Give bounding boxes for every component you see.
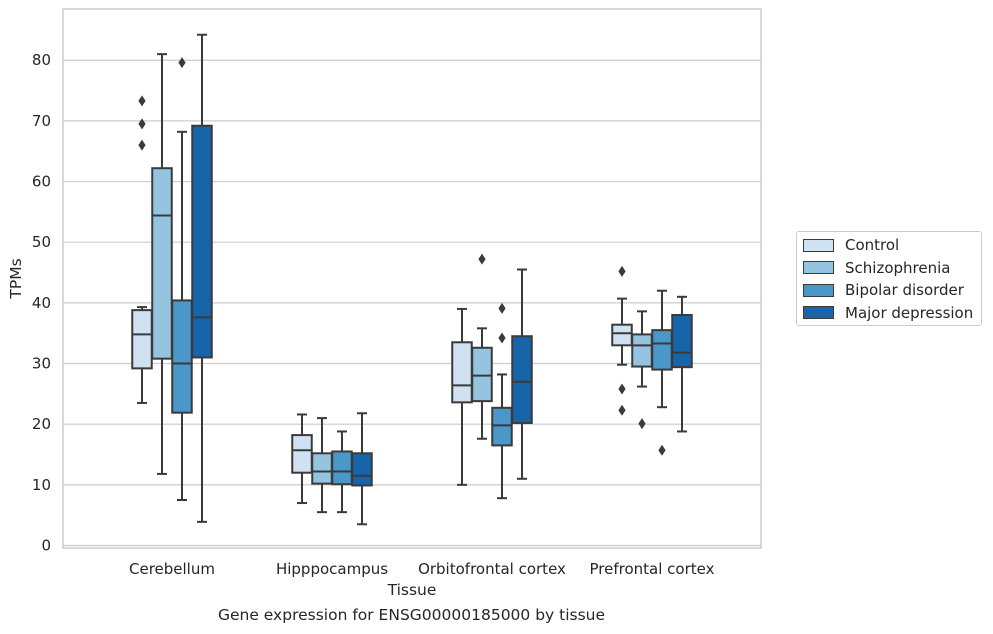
box-major-depression-3 xyxy=(671,295,693,433)
outlier-point xyxy=(618,265,626,277)
y-tick-label: 40 xyxy=(32,294,51,312)
outlier-point xyxy=(618,383,626,395)
legend-swatch xyxy=(803,306,834,319)
legend-label: Bipolar disorder xyxy=(845,281,964,299)
box-schizophrenia-3 xyxy=(631,310,653,430)
y-tick-label: 60 xyxy=(32,173,51,191)
box-bipolar-disorder-1 xyxy=(331,430,353,514)
outlier-point xyxy=(178,57,186,69)
box-bipolar-disorder-2 xyxy=(491,302,513,500)
box xyxy=(171,299,193,414)
box-control-0 xyxy=(131,95,153,404)
x-tick-labels: Cerebellum Hipppocampus Orbitofrontal cort… xyxy=(129,560,715,578)
x-axis-label: Tissue xyxy=(387,581,437,599)
box-major-depression-0 xyxy=(191,33,213,523)
box xyxy=(451,341,473,404)
outlier-point xyxy=(138,139,146,151)
plot-frame xyxy=(62,8,762,549)
box xyxy=(331,450,353,486)
y-tick-label: 20 xyxy=(32,415,51,433)
figure-caption: Gene expression for ENSG00000185000 by t… xyxy=(217,606,606,624)
box xyxy=(291,434,313,474)
y-tick-label: 0 xyxy=(41,537,51,555)
outlier-point xyxy=(498,302,506,314)
y-tick-label: 10 xyxy=(32,476,51,494)
y-tick-label: 80 xyxy=(32,51,51,69)
box-schizophrenia-2 xyxy=(471,253,493,440)
legend-item: Schizophrenia xyxy=(803,258,950,278)
box-control-2 xyxy=(451,307,473,486)
legend-swatch xyxy=(803,238,834,252)
box-control-1 xyxy=(291,413,313,505)
outlier-point xyxy=(138,118,146,130)
box-control-3 xyxy=(611,265,633,416)
outlier-point xyxy=(618,404,626,416)
box-bipolar-disorder-0 xyxy=(171,57,193,502)
box xyxy=(191,124,213,359)
outlier-point xyxy=(478,253,486,265)
box-schizophrenia-0 xyxy=(151,53,173,475)
box xyxy=(131,309,153,370)
legend: Control Schizophrenia Bipolar disorder Majo… xyxy=(796,231,982,326)
box-plots xyxy=(131,33,693,526)
box xyxy=(351,452,373,487)
x-tick-label: Orbitofrontal cortex xyxy=(418,560,566,578)
y-tick-labels: 0 10 20 30 40 50 60 70 80 xyxy=(32,51,51,554)
y-tick-label: 30 xyxy=(32,355,51,373)
x-tick-label: Cerebellum xyxy=(129,560,215,578)
box xyxy=(151,167,173,360)
outlier-point xyxy=(138,95,146,107)
box xyxy=(311,452,333,485)
legend-label: Major depression xyxy=(845,303,974,322)
y-tick-label: 50 xyxy=(32,233,51,251)
box-schizophrenia-1 xyxy=(311,417,333,514)
legend-item: Major depression xyxy=(803,303,973,323)
legend-label: Control xyxy=(845,236,900,254)
legend-item: Control xyxy=(803,235,899,255)
box xyxy=(471,346,493,403)
y-tick-label: 70 xyxy=(32,112,51,130)
box-bipolar-disorder-3 xyxy=(651,289,673,456)
box xyxy=(611,323,633,347)
box xyxy=(651,329,673,371)
y-axis-label: TPMs xyxy=(7,258,25,299)
box xyxy=(491,406,513,447)
box xyxy=(671,313,693,369)
box-major-depression-2 xyxy=(511,268,533,480)
outlier-point xyxy=(638,418,646,430)
x-tick-label: Prefrontal cortex xyxy=(590,560,715,578)
legend-swatch xyxy=(803,261,834,274)
box xyxy=(511,335,533,424)
legend-label: Schizophrenia xyxy=(845,258,951,277)
box xyxy=(631,333,653,368)
x-tick-label: Hipppocampus xyxy=(276,560,388,578)
outlier-point xyxy=(498,332,506,344)
legend-item: Bipolar disorder xyxy=(803,280,964,300)
outlier-point xyxy=(658,444,666,456)
box-major-depression-1 xyxy=(351,412,373,526)
legend-swatch xyxy=(803,283,834,297)
